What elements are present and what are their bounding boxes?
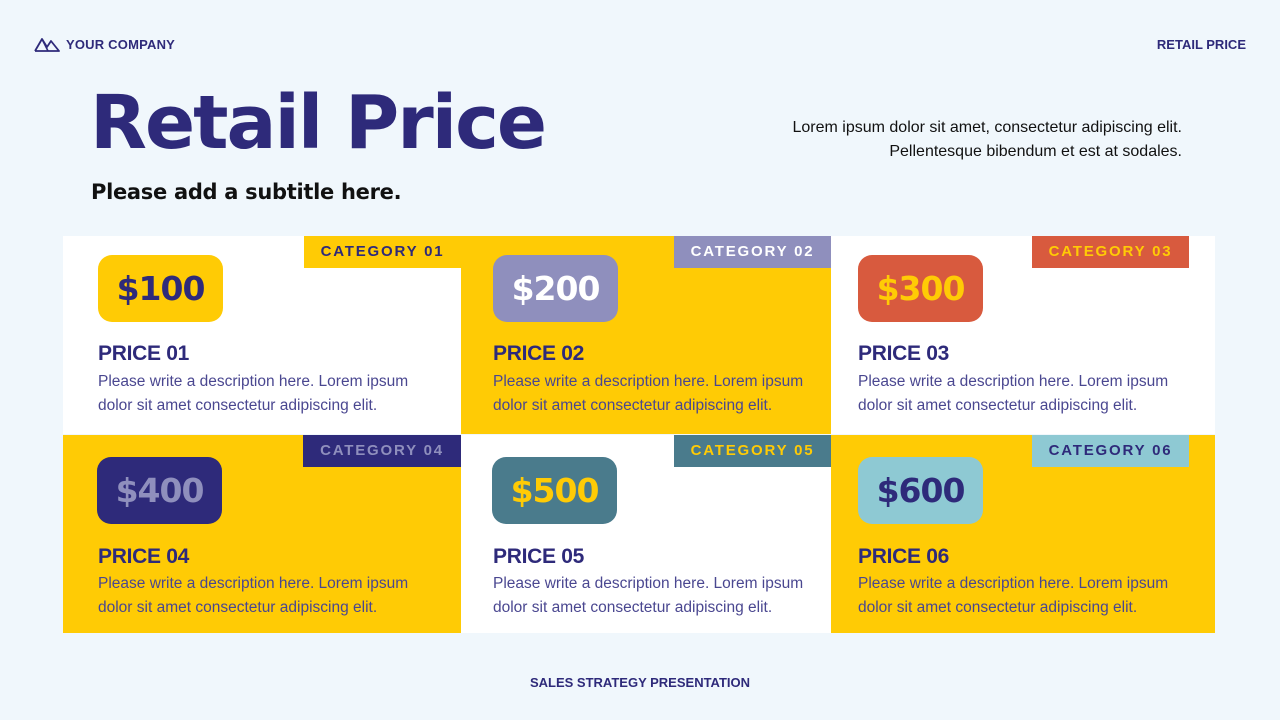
intro-text: Lorem ipsum dolor sit amet, consectetur …: [712, 116, 1182, 164]
category-tag: CATEGORY 05: [674, 435, 831, 467]
price-description: Please write a description here. Lorem i…: [493, 575, 804, 616]
price-description: Please write a description here. Lorem i…: [98, 575, 409, 616]
footer-text: SALES STRATEGY PRESENTATION: [529, 675, 751, 690]
page-title: Retail Price: [90, 80, 547, 166]
price-card-01: CATEGORY 01 $100 PRICE 01 Please write a…: [63, 236, 461, 434]
price-name: PRICE 05: [493, 545, 584, 568]
price-badge: $600: [858, 457, 983, 524]
page-subtitle: Please add a subtitle here.: [91, 180, 402, 204]
intro-line-2: Pellentesque bibendum et est at sodales.: [889, 143, 1182, 160]
category-tag: CATEGORY 06: [1032, 435, 1189, 467]
price-name: PRICE 01: [98, 342, 189, 365]
price-name: PRICE 04: [98, 545, 189, 568]
price-card-06: CATEGORY 06 $600 PRICE 06 Please write a…: [831, 435, 1215, 633]
price-description: Please write a description here. Lorem i…: [98, 373, 409, 414]
category-tag: CATEGORY 03: [1032, 236, 1189, 268]
mountain-logo-icon: [34, 38, 60, 52]
price-badge: $300: [858, 255, 983, 322]
brand: YOUR COMPANY: [34, 36, 175, 52]
price-card-04: CATEGORY 04 $400 PRICE 04 Please write a…: [63, 435, 461, 633]
category-tag: CATEGORY 01: [304, 236, 461, 268]
price-name: PRICE 03: [858, 342, 949, 365]
category-tag: CATEGORY 04: [303, 435, 461, 467]
brand-name: YOUR COMPANY: [66, 36, 176, 52]
price-description: Please write a description here. Lorem i…: [858, 373, 1169, 414]
price-badge: $100: [98, 255, 223, 322]
price-description: Please write a description here. Lorem i…: [858, 575, 1169, 616]
category-tag: CATEGORY 02: [674, 236, 831, 268]
price-badge: $400: [97, 457, 222, 524]
header-section-label: RETAIL PRICE: [1156, 37, 1246, 52]
price-card-02: CATEGORY 02 $200 PRICE 02 Please write a…: [461, 236, 831, 434]
price-name: PRICE 06: [858, 545, 949, 568]
price-badge: $500: [492, 457, 617, 524]
price-card-03: CATEGORY 03 $300 PRICE 03 Please write a…: [831, 236, 1215, 434]
price-description: Please write a description here. Lorem i…: [493, 373, 804, 414]
price-name: PRICE 02: [493, 342, 584, 365]
price-card-05: CATEGORY 05 $500 PRICE 05 Please write a…: [461, 435, 831, 633]
price-badge: $200: [493, 255, 618, 322]
intro-line-1: Lorem ipsum dolor sit amet, consectetur …: [792, 119, 1182, 136]
